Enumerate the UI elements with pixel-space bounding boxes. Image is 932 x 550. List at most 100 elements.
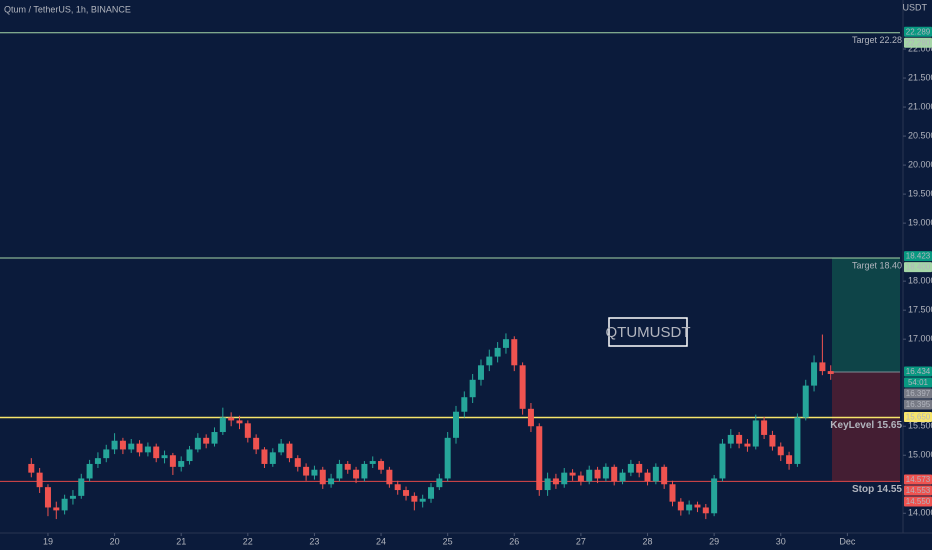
candle-body — [169, 455, 176, 467]
candle-body — [278, 443, 285, 453]
candle-body — [611, 466, 618, 482]
x-tick-label: 23 — [309, 536, 319, 546]
candle-body — [136, 443, 143, 453]
candle-body — [203, 437, 210, 444]
candle-body — [311, 469, 318, 476]
candle-body — [511, 339, 518, 366]
candle-body — [303, 466, 310, 476]
candle-body — [769, 434, 776, 447]
candle-body — [536, 426, 543, 491]
candle-body — [161, 455, 168, 459]
candle-body — [436, 478, 443, 488]
candle-body — [502, 339, 509, 348]
candle-body — [378, 461, 385, 470]
candle-body — [286, 443, 293, 459]
y-tick-label: 17.500 — [908, 305, 932, 315]
candle-body — [369, 461, 376, 464]
candle-body — [411, 495, 418, 502]
y-tick-label: 22.000 — [908, 43, 932, 53]
candle-body — [452, 411, 459, 438]
x-tick-label: 30 — [776, 536, 786, 546]
price-tag-label: 14.553 — [906, 486, 931, 495]
candle-body — [761, 420, 768, 435]
candle-body — [744, 443, 751, 447]
candle-body — [519, 365, 526, 409]
x-tick-label: 24 — [376, 536, 386, 546]
candle-body — [428, 487, 435, 499]
y-tick-label: 21.500 — [908, 72, 932, 82]
candle-body — [636, 463, 643, 473]
candle-body — [786, 455, 793, 464]
candle-body — [719, 443, 726, 479]
y-tick-label: 14.000 — [908, 508, 932, 518]
candle-body — [686, 504, 693, 511]
stop-zone — [832, 372, 900, 482]
candle-body — [577, 475, 584, 482]
x-tick-label: 27 — [576, 536, 586, 546]
candle-body — [269, 452, 276, 464]
price-tag — [904, 399, 932, 410]
candle-body — [702, 507, 709, 514]
candle-body — [153, 446, 160, 459]
price-tag-label: 15.650 — [906, 413, 931, 422]
y-tick-label: 21.000 — [908, 101, 932, 111]
price-tag — [904, 412, 932, 423]
level-label: KeyLevel 15.65 — [830, 420, 902, 431]
candle-body — [236, 420, 243, 424]
candle-body — [802, 385, 809, 418]
price-tag-label: 16.395 — [906, 400, 931, 409]
candle-body — [111, 440, 118, 450]
annotation-box — [608, 317, 688, 347]
candle-body — [644, 472, 651, 482]
y-tick-label: 17.000 — [908, 334, 932, 344]
candle-body — [727, 434, 734, 444]
candle-body — [811, 362, 818, 386]
candle-body — [386, 469, 393, 485]
candle-body — [144, 446, 151, 453]
candle-body — [561, 472, 568, 485]
price-tag — [904, 496, 932, 507]
level-label: Target 18.40 — [852, 260, 902, 270]
x-tick-label: 25 — [443, 536, 453, 546]
candle-body — [178, 461, 185, 467]
chart-title: Qtum / TetherUS, 1h, BINANCE — [4, 4, 131, 14]
candle-body — [711, 478, 718, 514]
candle-body — [486, 356, 493, 366]
candle-body — [752, 420, 759, 447]
level-label: Target 22.28 — [852, 35, 902, 45]
candle-body — [361, 463, 368, 479]
x-tick-label: 19 — [43, 536, 53, 546]
y-tick-label: 20.000 — [908, 159, 932, 169]
candle-body — [244, 423, 251, 438]
candle-body — [328, 478, 335, 485]
candle-body — [253, 437, 260, 450]
candle-body — [186, 449, 193, 462]
target-zone — [832, 257, 900, 373]
candle-body — [477, 365, 484, 380]
price-tag-label: 16.434 — [906, 367, 931, 376]
annotation: QTUMUSDT — [606, 324, 691, 341]
candle-body — [527, 408, 534, 427]
candle-body — [53, 507, 60, 511]
candle-body — [661, 466, 668, 485]
price-tag-label: 18.400 — [906, 263, 931, 272]
price-tag — [904, 377, 932, 388]
x-tick-label: 28 — [643, 536, 653, 546]
candle-body — [652, 466, 659, 482]
candle-body — [294, 458, 301, 467]
price-tag — [904, 37, 932, 48]
candle-body — [469, 379, 476, 398]
candle-body — [602, 466, 609, 479]
price-tag-label: 22.289 — [906, 27, 931, 36]
candle-body — [44, 487, 51, 508]
candle-body — [586, 469, 593, 482]
candle-body — [627, 463, 634, 473]
x-tick-label: Dec — [839, 536, 856, 546]
candle-body — [403, 490, 410, 496]
candle-body — [28, 463, 35, 473]
candle-body — [677, 501, 684, 511]
x-tick-label: 21 — [176, 536, 186, 546]
